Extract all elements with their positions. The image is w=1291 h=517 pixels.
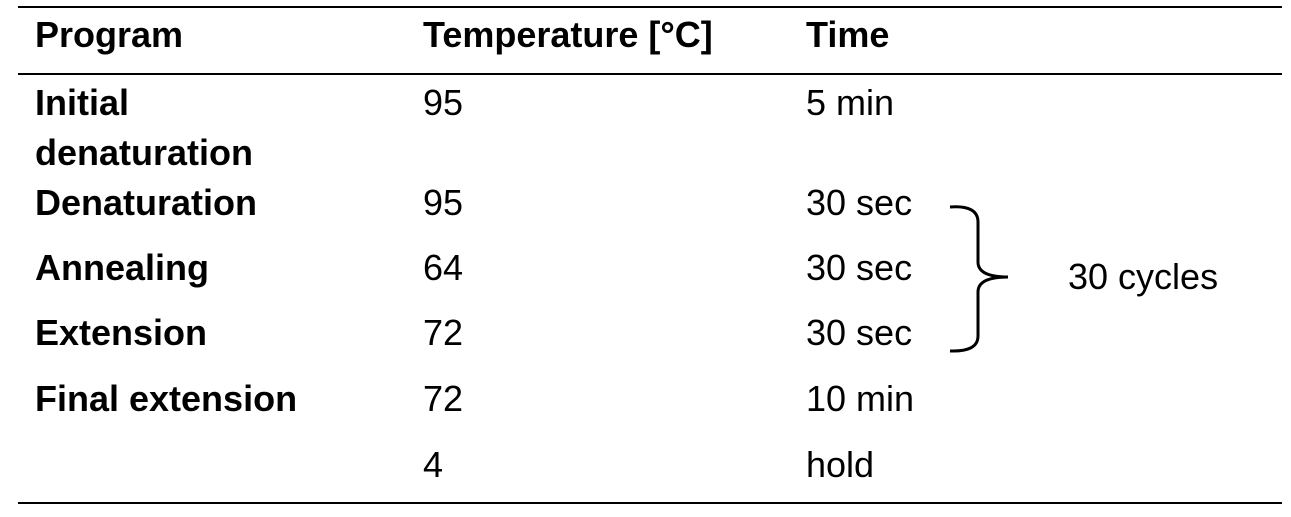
program-cell: Denaturation bbox=[35, 182, 258, 223]
top-rule bbox=[18, 6, 1282, 8]
header-cell: Program bbox=[35, 14, 184, 55]
bottom-rule bbox=[18, 502, 1282, 504]
temperature-cell: 72 bbox=[423, 312, 464, 353]
temperature-cell: 95 bbox=[423, 182, 464, 223]
program-cell: Initial denaturation bbox=[35, 82, 254, 173]
time-cell: 30 sec bbox=[806, 182, 913, 223]
header-cell: Time bbox=[806, 14, 890, 55]
program-cell: Extension bbox=[35, 312, 208, 353]
time-cell: 10 min bbox=[806, 378, 915, 419]
cycles-annotation: 30 cycles bbox=[1068, 256, 1219, 297]
temperature-cell: 95 bbox=[423, 82, 464, 123]
temperature-cell: 4 bbox=[423, 444, 444, 485]
temperature-cell: 72 bbox=[423, 378, 464, 419]
program-cell: Annealing bbox=[35, 247, 210, 288]
time-cell: 5 min bbox=[806, 82, 895, 123]
cycle-bracket bbox=[949, 205, 1009, 353]
temperature-cell: 64 bbox=[423, 247, 464, 288]
program-cell: Final extension bbox=[35, 378, 298, 419]
header-rule bbox=[18, 73, 1282, 75]
time-cell: 30 sec bbox=[806, 247, 913, 288]
time-cell: 30 sec bbox=[806, 312, 913, 353]
header-cell: Temperature [°C] bbox=[423, 14, 713, 55]
time-cell: hold bbox=[806, 444, 875, 485]
